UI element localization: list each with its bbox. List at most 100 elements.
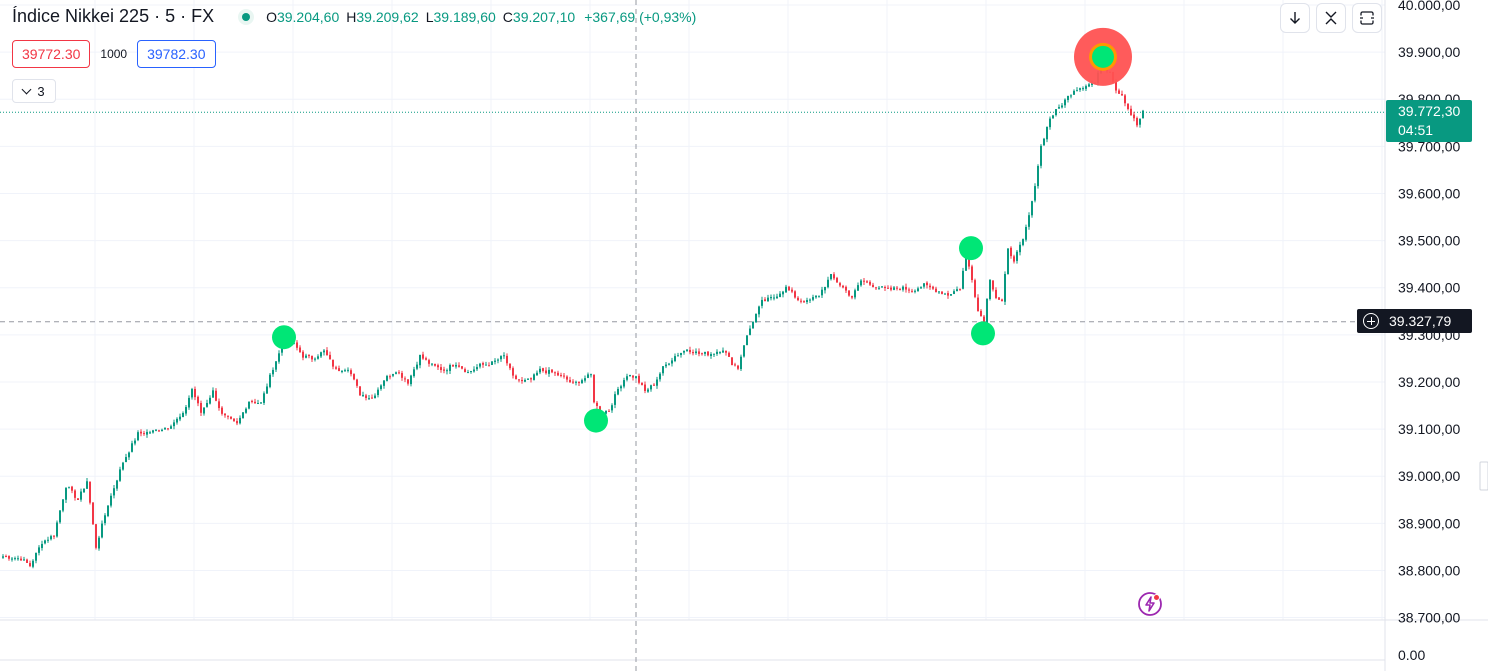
scroll-down-button[interactable] <box>1280 3 1310 33</box>
candle-body <box>395 372 397 374</box>
candle-body <box>233 418 235 421</box>
crosshair-price-tag[interactable]: 39.327,79 <box>1357 309 1472 333</box>
candle-body <box>560 374 562 376</box>
candle-body <box>701 353 703 355</box>
candle-body <box>230 416 232 419</box>
high-value: 39.209,62 <box>356 8 419 25</box>
candle-body <box>650 385 652 390</box>
candle-body <box>938 291 940 293</box>
candle-body <box>404 378 406 380</box>
candle-body <box>38 547 40 553</box>
candle-body <box>950 294 952 296</box>
candle-body <box>434 363 436 366</box>
candle-body <box>563 375 565 377</box>
candle-body <box>575 381 577 383</box>
candle-body <box>92 502 94 525</box>
candle-body <box>917 288 919 291</box>
candle-body <box>383 380 385 386</box>
candle-body <box>1136 118 1138 126</box>
high-key: H <box>346 8 357 25</box>
candle-body <box>101 523 103 538</box>
candle-body <box>14 558 16 560</box>
sell-button[interactable]: 39772.30 <box>12 40 91 68</box>
candle-body <box>1115 81 1117 91</box>
candle-body <box>782 291 784 295</box>
candle-body <box>482 363 484 365</box>
candle-body <box>1049 118 1051 128</box>
candle-body <box>386 376 388 381</box>
candle-body <box>662 366 664 374</box>
candle-body <box>872 284 874 288</box>
candle-body <box>932 286 934 289</box>
symbol-title[interactable]: Índice Nikkei 225 · 5 · FX <box>12 6 215 26</box>
candle-body <box>455 364 457 367</box>
price-axis[interactable]: 40.000,0039.900,0039.800,0039.700,0039.6… <box>1398 0 1488 626</box>
candle-body <box>275 361 277 370</box>
candle-body <box>647 389 649 392</box>
candle-body <box>392 373 394 376</box>
candle-body <box>791 289 793 292</box>
symbol-legend[interactable]: Índice Nikkei 225 · 5 · FX O39.204,60 H3… <box>12 6 696 27</box>
candle-body <box>41 543 43 548</box>
candle-body <box>377 389 379 396</box>
candle-body <box>683 350 685 353</box>
candle-body <box>821 289 823 296</box>
price-tick-label: 39.100,00 <box>1398 421 1460 437</box>
candle-body <box>71 486 73 491</box>
market-status-icon[interactable] <box>238 8 255 25</box>
candle-body <box>1013 256 1015 262</box>
candle-body <box>500 356 502 360</box>
candle-body <box>206 402 208 407</box>
quantity-value[interactable]: 1000 <box>100 47 128 61</box>
candle-body <box>899 289 901 291</box>
plus-circle-icon[interactable] <box>1363 313 1379 329</box>
candle-body <box>470 371 472 373</box>
candle-body <box>5 556 7 558</box>
candle-body <box>803 301 805 303</box>
candle-body <box>893 287 895 290</box>
candle-body <box>722 350 724 353</box>
candle-body <box>644 384 646 391</box>
indicators-toggle-button[interactable]: 3 <box>12 79 56 103</box>
candle-body <box>389 376 391 378</box>
indicators-count: 3 <box>37 83 45 99</box>
candle-body <box>146 431 148 435</box>
candle-body <box>956 289 958 292</box>
candle-body <box>773 297 775 299</box>
candle-body <box>314 358 316 360</box>
candle-body <box>89 481 91 503</box>
bar-countdown: 04:51 <box>1398 122 1434 138</box>
candle-body <box>908 289 910 291</box>
candle-body <box>350 370 352 375</box>
candle-body <box>281 346 283 353</box>
candle-body <box>155 429 157 431</box>
pivot-markers <box>272 27 1132 433</box>
candle-body <box>326 350 328 356</box>
candle-body <box>1076 90 1078 92</box>
candle-body <box>200 402 202 413</box>
close-value: 39.207,10 <box>512 8 576 25</box>
candle-body <box>686 349 688 352</box>
candle-body <box>566 376 568 380</box>
candle-body <box>359 386 361 396</box>
candle-body <box>866 281 868 283</box>
candle-body <box>959 288 961 290</box>
pivot-marker <box>584 408 608 433</box>
candle-body <box>818 295 820 297</box>
candle-body <box>914 290 916 292</box>
candle-body <box>368 398 370 400</box>
lightning-icon[interactable] <box>1137 591 1163 617</box>
candlestick-series <box>2 65 1144 569</box>
candle-body <box>884 286 886 289</box>
candle-body <box>176 418 178 423</box>
maximize-button[interactable] <box>1316 3 1346 33</box>
buy-button[interactable]: 39782.30 <box>137 40 216 68</box>
candle-body <box>452 364 454 367</box>
fullscreen-button[interactable] <box>1352 3 1382 33</box>
candle-body <box>68 487 70 489</box>
candle-body <box>464 369 466 373</box>
candle-body <box>323 350 325 353</box>
candle-body <box>95 524 97 548</box>
candle-body <box>461 366 463 369</box>
